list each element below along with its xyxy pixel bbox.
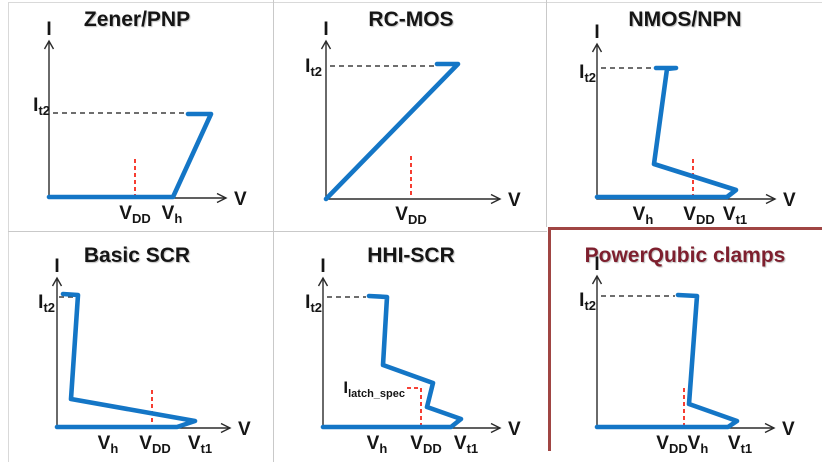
x-axis-label: V: [508, 419, 521, 440]
panel-title-rc-mos: RC-MOS: [368, 8, 454, 31]
iv-plot-powerqubic-clamps: I V It2 VDD Vh Vt1: [579, 254, 795, 456]
x-axis-label: V: [782, 419, 795, 440]
y-axis-arrow: [317, 276, 329, 287]
x-tick-label-t1: Vt1: [454, 433, 478, 456]
x-tick-label-h: Vh: [162, 203, 183, 226]
iv-curve: [323, 61, 461, 202]
panel-title-nmos-npn: NMOS/NPN: [628, 8, 742, 31]
panel-zener-pnp: Zener/PNP I V It2 VDD Vh: [0, 0, 274, 235]
it2-label: It2: [305, 292, 322, 315]
it2-label: It2: [579, 290, 596, 313]
x-tick-label-t1: Vt1: [723, 204, 747, 227]
iv-curve: [46, 111, 214, 200]
panel-hhi-scr: HHI-SCR I V It2 Vh VDD Vt1 Ilatch_spec: [274, 235, 548, 469]
iv-plot-rc-mos: I V It2 VDD: [305, 19, 521, 227]
slide-border-left: [8, 2, 9, 462]
x-axis-arrow: [765, 193, 777, 205]
x-tick-label-t1: Vt1: [188, 433, 212, 456]
iv-curve: [594, 65, 739, 200]
y-axis-arrow: [591, 274, 603, 285]
y-axis-arrow: [43, 39, 55, 50]
panel-basic-scr: Basic SCR I V It2 Vh VDD Vt1: [0, 235, 274, 469]
x-tick-label-dd: VDD: [410, 433, 441, 456]
axes: [56, 278, 230, 429]
x-tick-label-dd: VDD: [395, 204, 426, 227]
x-axis-label: V: [783, 190, 796, 211]
iv-curve: [594, 292, 740, 430]
x-axis-arrow: [490, 193, 502, 205]
axes: [48, 41, 226, 199]
panel-powerqubic-clamps: PowerQubic clamps I V It2 VDD Vh Vt1: [548, 235, 822, 469]
x-axis-label: V: [234, 189, 247, 210]
x-tick-label-h: Vh: [367, 433, 388, 456]
x-tick-label-h: Vh: [633, 204, 654, 227]
y-axis-label: I: [46, 19, 51, 40]
y-axis-arrow: [591, 42, 603, 53]
x-tick-label-dd: VDD: [119, 203, 150, 226]
iv-plot-zener-pnp: I V It2 VDD Vh: [33, 19, 247, 226]
row-divider: [8, 231, 547, 232]
axes: [322, 278, 500, 429]
x-axis-label: V: [508, 190, 521, 211]
iv-curve: [54, 291, 198, 430]
x-axis-arrow: [764, 422, 776, 434]
y-axis-label: I: [320, 256, 325, 277]
panel-title-basic-scr: Basic SCR: [83, 244, 191, 267]
x-axis-arrow: [216, 192, 228, 204]
y-axis-arrow: [320, 39, 332, 50]
y-axis-arrow: [51, 276, 63, 287]
it2-label: It2: [579, 62, 596, 85]
iv-plot-basic-scr: I V It2 Vh VDD Vt1: [38, 256, 251, 456]
panel-title-hhi-scr: HHI-SCR: [367, 244, 455, 267]
panel-title-powerqubic-clamps: PowerQubic clamps: [584, 244, 786, 267]
x-axis-label: V: [238, 419, 251, 440]
x-axis-arrow: [490, 422, 502, 434]
iv-curve: [320, 293, 464, 430]
iv-plot-nmos-npn: I V It2 Vh VDD Vt1: [579, 22, 796, 227]
iv-plot-hhi-scr: I V It2 Vh VDD Vt1 Ilatch_spec: [305, 256, 521, 456]
panel-title-zener-pnp: Zener/PNP: [83, 8, 191, 31]
it2-label: It2: [33, 95, 50, 118]
column-divider-2: [546, 0, 547, 227]
panel-rc-mos: RC-MOS I V It2 VDD: [274, 0, 548, 235]
x-tick-label-dd: VDD: [139, 433, 170, 456]
y-axis-label: I: [54, 256, 59, 277]
x-tick-label-h: Vh: [98, 433, 119, 456]
axes: [596, 276, 774, 429]
it2-label: It2: [305, 56, 322, 79]
latch-spec-label: Ilatch_spec: [343, 378, 405, 400]
x-tick-label-t1: Vt1: [728, 433, 752, 456]
y-axis-label: I: [594, 254, 599, 275]
x-tick-label-h: Vh: [688, 433, 709, 456]
panel-nmos-npn: NMOS/NPN I V It2 Vh VDD Vt1: [548, 0, 822, 235]
powerqubic-highlight-border: [548, 227, 822, 451]
x-tick-label-dd: VDD: [656, 433, 687, 456]
it2-label: It2: [38, 292, 55, 315]
y-axis-label: I: [323, 19, 328, 40]
y-axis-label: I: [594, 22, 599, 43]
x-tick-label-dd: VDD: [683, 204, 714, 227]
slide-border-top: [8, 2, 822, 3]
x-axis-arrow: [220, 422, 232, 434]
